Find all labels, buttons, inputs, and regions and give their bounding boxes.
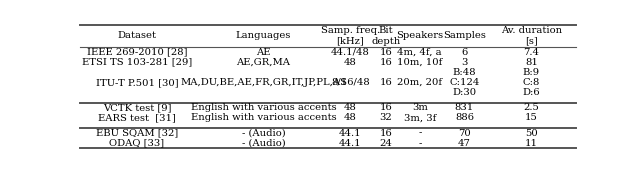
- Text: 50: 50: [525, 129, 538, 138]
- Text: VCTK test [9]: VCTK test [9]: [103, 103, 172, 112]
- Text: MA,DU,BE,AE,FR,GR,IT,JP,PL,AS: MA,DU,BE,AE,FR,GR,IT,JP,PL,AS: [180, 78, 347, 87]
- Text: AE: AE: [256, 48, 271, 57]
- Text: 3m, 3f: 3m, 3f: [404, 113, 436, 122]
- Text: EBU SQAM [32]: EBU SQAM [32]: [96, 129, 178, 138]
- Text: - (Audio): - (Audio): [242, 129, 285, 138]
- Text: 10m, 10f: 10m, 10f: [397, 58, 442, 67]
- Text: 44.1: 44.1: [339, 139, 362, 148]
- Text: 81: 81: [525, 58, 538, 67]
- Text: - (Audio): - (Audio): [242, 139, 285, 148]
- Text: IEEE 269-2010 [28]: IEEE 269-2010 [28]: [87, 48, 188, 57]
- Text: 15: 15: [525, 113, 538, 122]
- Text: 48: 48: [344, 103, 356, 112]
- Text: 6: 6: [461, 48, 468, 57]
- Text: 16: 16: [380, 48, 392, 57]
- Text: 44.1: 44.1: [339, 129, 362, 138]
- Text: English with various accents: English with various accents: [191, 103, 337, 112]
- Text: 831: 831: [455, 103, 474, 112]
- Text: 48: 48: [344, 113, 356, 122]
- Text: 886: 886: [455, 113, 474, 122]
- Text: Dataset: Dataset: [118, 31, 157, 40]
- Text: 4m, 4f, a: 4m, 4f, a: [397, 48, 442, 57]
- Text: English with various accents: English with various accents: [191, 113, 337, 122]
- Text: Samp. freq.
[kHz]: Samp. freq. [kHz]: [321, 26, 380, 46]
- Text: 2.5: 2.5: [524, 103, 540, 112]
- Text: EARS test  [31]: EARS test [31]: [98, 113, 176, 122]
- Text: -: -: [418, 129, 422, 138]
- Text: 16: 16: [380, 103, 392, 112]
- Text: 24: 24: [380, 139, 392, 148]
- Text: 8/16/48: 8/16/48: [331, 78, 370, 87]
- Text: Speakers: Speakers: [396, 31, 444, 40]
- Text: 32: 32: [380, 113, 392, 122]
- Text: 3: 3: [461, 58, 468, 67]
- Text: 3m: 3m: [412, 103, 428, 112]
- Text: ODAQ [33]: ODAQ [33]: [109, 139, 164, 148]
- Text: 16: 16: [380, 129, 392, 138]
- Text: B:48
C:124
D:30: B:48 C:124 D:30: [449, 68, 479, 97]
- Text: AE,GR,MA: AE,GR,MA: [237, 58, 291, 67]
- Text: ETSI TS 103-281 [29]: ETSI TS 103-281 [29]: [82, 58, 192, 67]
- Text: B:9
C:8
D:6: B:9 C:8 D:6: [522, 68, 540, 97]
- Text: -: -: [418, 139, 422, 148]
- Text: 16: 16: [380, 78, 392, 87]
- Text: Av. duration
[s]: Av. duration [s]: [500, 26, 562, 46]
- Text: Samples: Samples: [443, 31, 486, 40]
- Text: 16: 16: [380, 58, 392, 67]
- Text: 44.1/48: 44.1/48: [331, 48, 370, 57]
- Text: 70: 70: [458, 129, 471, 138]
- Text: Languages: Languages: [236, 31, 291, 40]
- Text: Bit
depth: Bit depth: [371, 26, 401, 46]
- Text: ITU-T P.501 [30]: ITU-T P.501 [30]: [96, 78, 179, 87]
- Text: 7.4: 7.4: [524, 48, 540, 57]
- Text: 11: 11: [525, 139, 538, 148]
- Text: 47: 47: [458, 139, 471, 148]
- Text: 20m, 20f: 20m, 20f: [397, 78, 442, 87]
- Text: 48: 48: [344, 58, 356, 67]
